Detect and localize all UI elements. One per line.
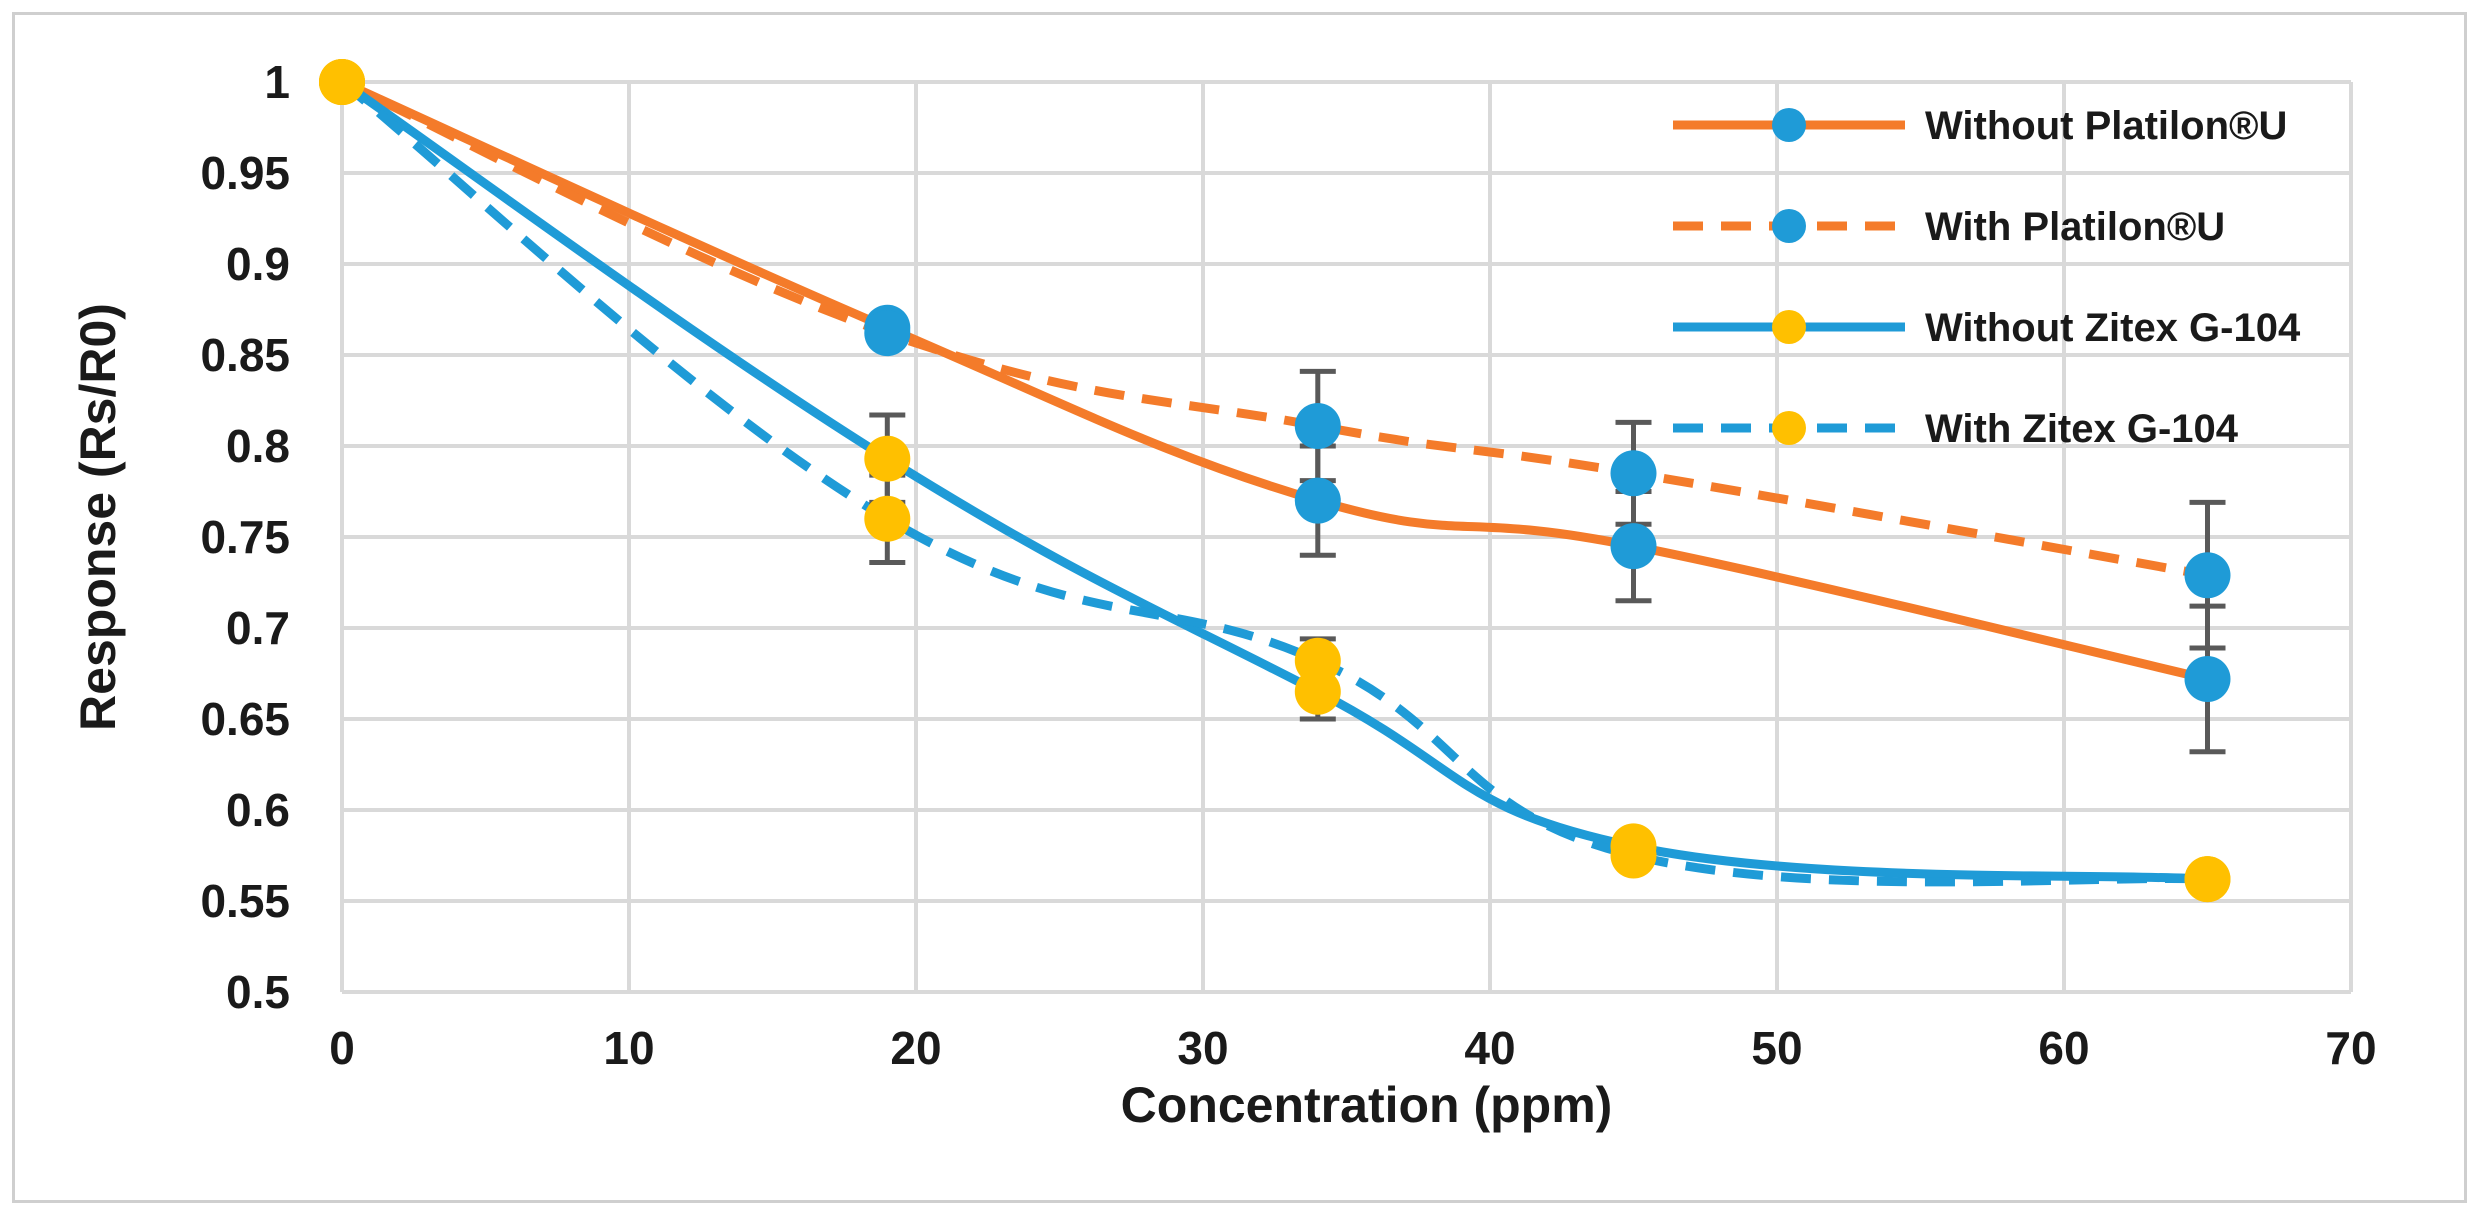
y-tick-label: 0.55 bbox=[200, 875, 290, 927]
y-tick-label: 1 bbox=[264, 56, 290, 108]
data-point bbox=[864, 435, 911, 482]
x-tick-label: 20 bbox=[890, 1022, 941, 1074]
y-tick-label: 0.7 bbox=[226, 602, 290, 654]
grid-lines bbox=[342, 80, 2353, 992]
data-markers bbox=[319, 59, 2231, 903]
legend-label: With Zitex G-104 bbox=[1925, 407, 2239, 451]
data-point bbox=[2184, 552, 2231, 599]
x-tick-label: 70 bbox=[2325, 1022, 2376, 1074]
data-point bbox=[1294, 637, 1341, 684]
y-tick-label: 0.65 bbox=[200, 693, 290, 745]
y-tick-label: 0.5 bbox=[226, 966, 290, 1018]
legend-label: Without Platilon®U bbox=[1925, 104, 2287, 148]
data-point bbox=[319, 59, 365, 105]
y-tick-label: 0.6 bbox=[226, 784, 290, 836]
x-tick-label: 0 bbox=[329, 1022, 355, 1074]
series-line-4 bbox=[339, 78, 2208, 887]
legend-marker bbox=[1772, 108, 1806, 142]
chart-frame: 0.5 0.55 0.6 0.65 0.7 0.75 0.8 0.85 0.9 0.95 1 0 10 2… bbox=[12, 12, 2467, 1203]
axes bbox=[340, 82, 2351, 994]
legend-marker bbox=[1772, 411, 1806, 445]
legend-label: Without Zitex G-104 bbox=[1925, 306, 2301, 350]
data-point bbox=[1294, 477, 1341, 524]
y-tick-label: 0.95 bbox=[200, 147, 290, 199]
data-point bbox=[2184, 655, 2231, 702]
y-tick-label: 0.85 bbox=[200, 329, 290, 381]
legend-marker bbox=[1772, 310, 1806, 344]
y-tick-label: 0.8 bbox=[226, 420, 290, 472]
x-tick-label: 40 bbox=[1464, 1022, 1515, 1074]
data-point bbox=[1610, 450, 1657, 497]
data-point bbox=[1294, 402, 1341, 449]
legend-label: With Platilon®U bbox=[1925, 205, 2225, 249]
data-point bbox=[2184, 856, 2231, 903]
series-lines bbox=[339, 77, 2209, 887]
legend: Without Platilon®U With Platilon®U Without… bbox=[1673, 104, 2301, 451]
data-point bbox=[864, 495, 911, 542]
x-tick-label: 50 bbox=[1751, 1022, 1802, 1074]
legend-marker bbox=[1772, 209, 1806, 243]
y-tick-label: 0.75 bbox=[200, 511, 290, 563]
data-point bbox=[864, 310, 911, 357]
x-axis-title: Concentration (ppm) bbox=[1121, 1077, 1613, 1133]
y-tick-label: 0.9 bbox=[226, 238, 290, 290]
x-tick-label: 30 bbox=[1177, 1022, 1228, 1074]
data-point bbox=[1610, 832, 1657, 879]
x-tick-label: 60 bbox=[2038, 1022, 2089, 1074]
x-tick-label: 10 bbox=[603, 1022, 654, 1074]
y-axis-title: Response (Rs/R0) bbox=[70, 303, 126, 731]
data-point bbox=[1610, 523, 1657, 570]
series-line-3 bbox=[339, 78, 2208, 884]
